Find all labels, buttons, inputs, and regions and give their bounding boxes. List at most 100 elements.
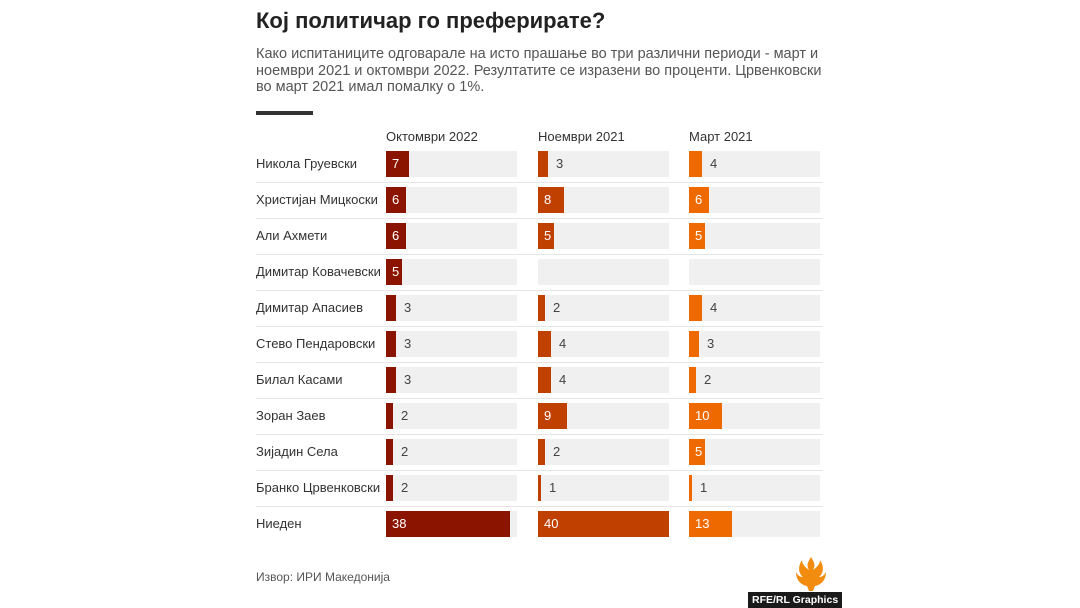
bar-track: 4 [689,151,820,177]
title-rule [256,111,313,115]
bar-track: 2 [386,475,517,501]
bar [689,331,699,357]
bar-value-label: 4 [710,300,718,315]
bar [538,439,545,465]
bar-value-label: 2 [704,372,712,387]
row-label: Димитар Апасиев [256,300,363,315]
bar-track: 38 [386,511,517,537]
column-header: Ноември 2021 [538,129,625,144]
bar-track: 4 [538,331,669,357]
row-label: Ниеден [256,516,302,531]
bar [689,511,732,537]
bar-track: 2 [538,439,669,465]
chart-title: Кој политичар го преферирате? [256,8,606,33]
bar-track [538,259,669,285]
column-header: Март 2021 [689,129,753,144]
bar [386,331,396,357]
bar-track: 5 [689,223,820,249]
bar-value-label: 1 [700,480,708,495]
bar-value-label: 7 [392,156,400,171]
row-label: Димитар Ковачевски [256,264,381,279]
bar [538,403,567,429]
row-divider [256,362,823,363]
bar [689,187,709,213]
row-divider [256,182,823,183]
bar-track: 8 [538,187,669,213]
bar-value-label: 2 [401,444,409,459]
bar [386,475,393,501]
row-divider [256,506,823,507]
bar [386,367,396,393]
bar-value-label: 5 [695,228,703,243]
bar-value-label: 1 [549,480,557,495]
row-divider [256,470,823,471]
bar-track: 7 [386,151,517,177]
bar-track: 3 [386,367,517,393]
row-label: Стево Пендаровски [256,336,376,351]
bar-value-label: 9 [544,408,552,423]
bar-value-label: 4 [559,372,567,387]
bar [689,367,696,393]
column-header: Октомври 2022 [386,129,478,144]
bar [689,403,722,429]
bar-value-label: 5 [695,444,703,459]
bar-value-label: 3 [404,300,412,315]
bar [538,151,548,177]
bar [538,511,669,537]
bar [386,295,396,321]
bar-value-label: 4 [559,336,567,351]
bar-track: 9 [538,403,669,429]
row-divider [256,326,823,327]
bar-track: 3 [538,151,669,177]
bar-track: 10 [689,403,820,429]
row-label: Билал Касами [256,372,343,387]
bar-value-label: 6 [392,228,400,243]
bar-value-label: 2 [553,300,561,315]
row-divider [256,398,823,399]
bar-value-label: 10 [695,408,710,423]
bar-track: 5 [386,259,517,285]
bar-track: 4 [538,367,669,393]
bar-track: 2 [689,367,820,393]
bar-value-label: 5 [544,228,552,243]
row-label: Зоран Заев [256,408,326,423]
bar [689,151,702,177]
row-divider [256,434,823,435]
bar-value-label: 6 [695,192,703,207]
bar-track: 4 [689,295,820,321]
rferl-flame-icon [796,557,826,591]
chart-subtitle: Како испитаниците одговарале на исто пра… [256,46,822,95]
bar-track: 13 [689,511,820,537]
bar-track: 5 [538,223,669,249]
bar-track: 40 [538,511,669,537]
bar [689,223,705,249]
bar-value-label: 13 [695,516,710,531]
source-note: Извор: ИРИ Македонија [256,570,390,584]
bar [386,187,406,213]
bar-track: 6 [386,187,517,213]
bar-value-label: 2 [401,408,409,423]
bar-value-label: 6 [392,192,400,207]
bar-track: 1 [689,475,820,501]
bar [538,367,551,393]
bar-value-label: 3 [404,336,412,351]
bar-value-label: 3 [707,336,715,351]
bar-track: 3 [386,331,517,357]
bar-value-label: 2 [553,444,561,459]
bar [538,331,551,357]
bar [386,403,393,429]
bar [689,439,705,465]
bar [538,223,554,249]
bar [538,475,541,501]
row-divider [256,254,823,255]
bar-track: 2 [538,295,669,321]
bar-value-label: 38 [392,516,407,531]
bar-track: 6 [689,187,820,213]
bar [386,511,510,537]
bar-track: 2 [386,403,517,429]
bar-value-label: 3 [404,372,412,387]
bar [538,187,564,213]
bar-value-label: 8 [544,192,552,207]
bar-track: 3 [386,295,517,321]
